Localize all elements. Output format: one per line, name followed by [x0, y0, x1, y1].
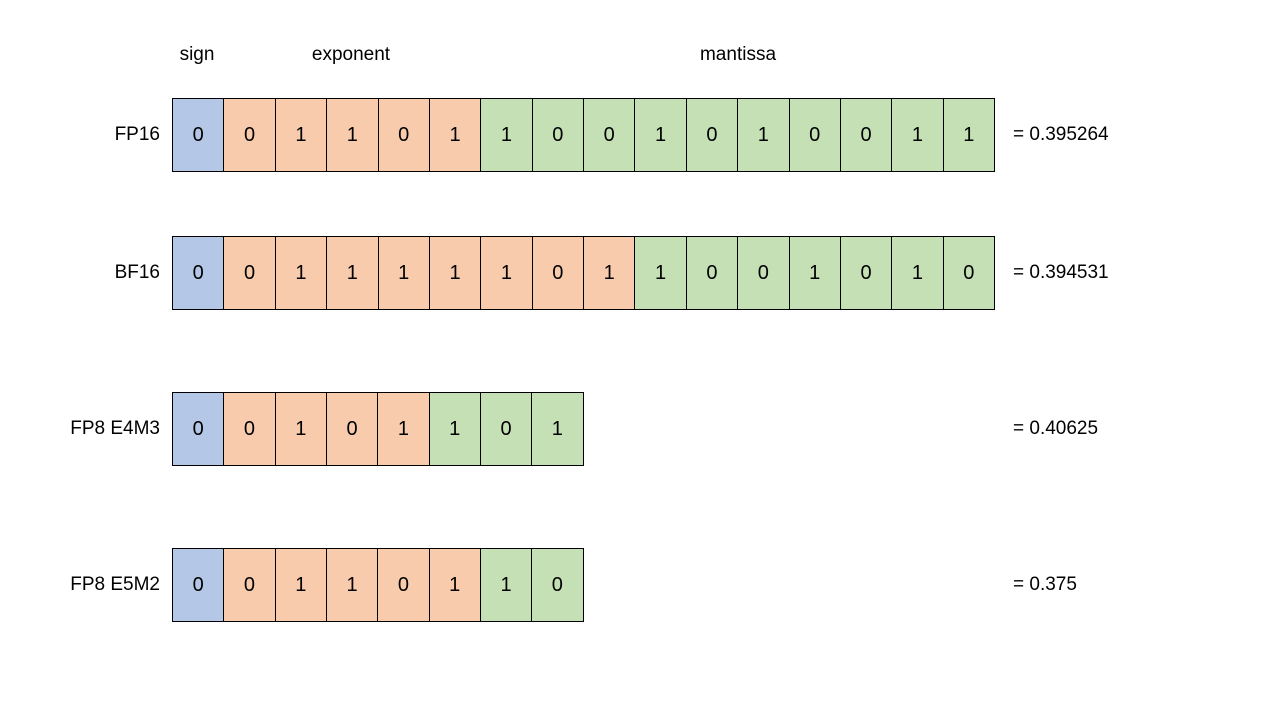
bit-cell-exponent: 0 [325, 392, 379, 466]
exponent-field-label: exponent [311, 44, 391, 65]
mantissa-field-label: mantissa [699, 44, 777, 65]
bit-cell-mantissa: 0 [839, 236, 893, 310]
bit-cell-mantissa: 1 [479, 548, 533, 622]
bit-cell-mantissa: 0 [479, 392, 533, 466]
bit-cell-mantissa: 0 [839, 98, 893, 172]
bit-cell-exponent: 1 [274, 392, 327, 466]
bit-cell-mantissa: 1 [428, 392, 481, 466]
bit-cell-mantissa: 0 [737, 236, 790, 310]
bit-cell-sign: 0 [172, 548, 225, 622]
bit-cell-mantissa: 1 [891, 236, 944, 310]
bit-cell-mantissa: 1 [634, 98, 687, 172]
bit-cell-mantissa: 0 [531, 548, 584, 622]
bit-cell-exponent: 1 [274, 98, 328, 172]
bit-cell-sign: 0 [172, 98, 225, 172]
bit-cell-exponent: 0 [223, 392, 276, 466]
bit-cell-exponent: 1 [326, 236, 379, 310]
bit-cell-exponent: 0 [377, 98, 430, 172]
bit-cell-exponent: 1 [377, 236, 430, 310]
bit-cell-exponent: 1 [583, 236, 636, 310]
result-value: = 0.40625 [1013, 418, 1099, 439]
bit-cell-mantissa: 1 [891, 98, 944, 172]
bit-cell-mantissa: 0 [788, 98, 841, 172]
bit-cell-exponent: 1 [326, 98, 379, 172]
bit-cell-mantissa: 1 [737, 98, 790, 172]
row-label: FP8 E4M3 [70, 418, 160, 439]
bit-cell-exponent: 0 [223, 548, 276, 622]
row-label: BF16 [114, 262, 160, 283]
bit-cell-mantissa: 1 [788, 236, 841, 310]
bit-cell-exponent: 0 [223, 98, 276, 172]
row-label: FP16 [114, 124, 160, 145]
bit-cell-mantissa: 1 [531, 392, 584, 466]
bit-cell-mantissa: 0 [685, 98, 739, 172]
bit-cell-mantissa: 0 [583, 98, 636, 172]
bit-cell-exponent: 0 [223, 236, 276, 310]
bit-cell-exponent: 1 [428, 548, 481, 622]
bit-cell-exponent: 1 [428, 98, 482, 172]
bit-cell-mantissa: 1 [634, 236, 687, 310]
bit-cell-mantissa: 0 [942, 236, 995, 310]
bit-cell-exponent: 1 [377, 392, 430, 466]
bit-cell-exponent: 1 [480, 236, 533, 310]
bit-cell-mantissa: 0 [531, 98, 584, 172]
result-value: = 0.394531 [1013, 262, 1109, 283]
bit-cell-exponent: 1 [428, 236, 482, 310]
sign-field-label: sign [179, 44, 215, 65]
bit-cell-exponent: 1 [325, 548, 379, 622]
bit-cell-mantissa: 1 [942, 98, 995, 172]
bit-cell-sign: 0 [172, 236, 225, 310]
bit-cell-mantissa: 1 [480, 98, 533, 172]
result-value: = 0.395264 [1013, 124, 1109, 145]
bit-cell-exponent: 0 [531, 236, 584, 310]
row-label: FP8 E5M2 [70, 574, 160, 595]
result-value: = 0.375 [1013, 574, 1077, 595]
bit-cell-mantissa: 0 [685, 236, 739, 310]
bit-cell-exponent: 1 [274, 548, 327, 622]
bit-cell-exponent: 0 [377, 548, 430, 622]
bit-cell-exponent: 1 [274, 236, 328, 310]
bit-cell-sign: 0 [172, 392, 225, 466]
